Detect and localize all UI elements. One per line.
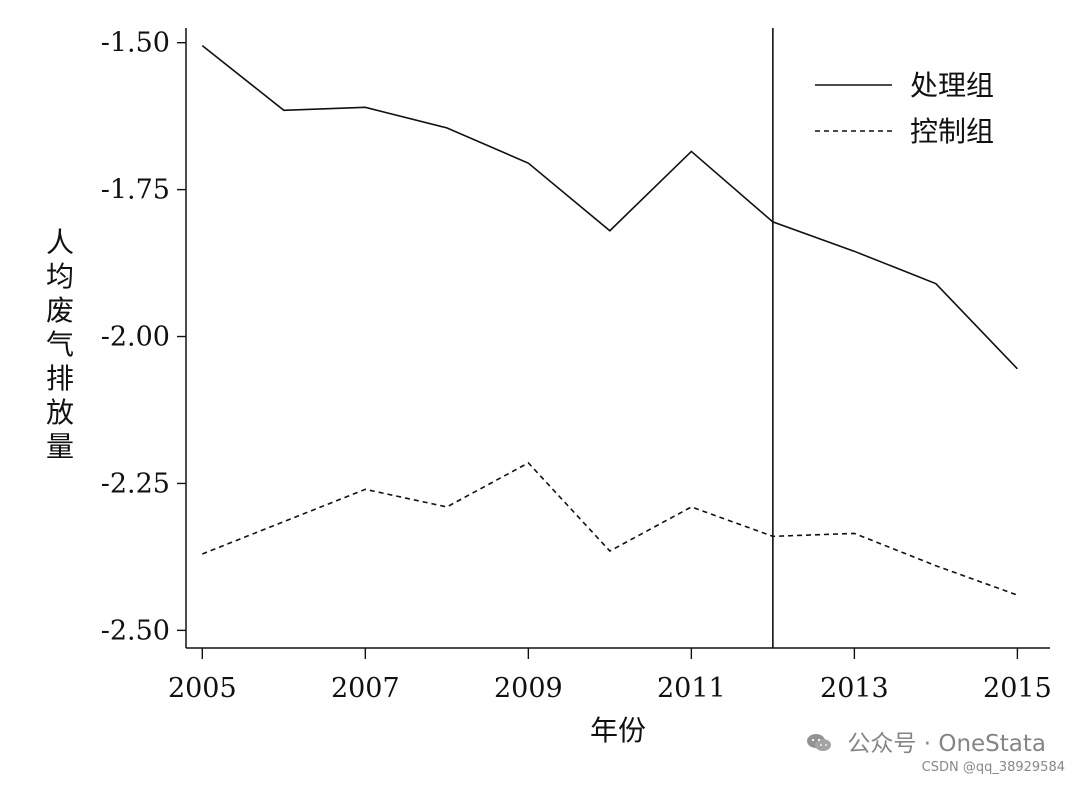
legend-treatment-label: 处理组 xyxy=(910,69,994,102)
x-tick-label: 2011 xyxy=(657,673,726,704)
source-note: CSDN @qq_38929584 xyxy=(921,760,1065,775)
y-tick-label: -2.25 xyxy=(101,468,170,499)
x-tick-label: 2005 xyxy=(168,673,237,704)
y-axis-title: 人均废气排放量 xyxy=(46,226,74,463)
y-tick-label: -1.75 xyxy=(101,175,170,206)
x-axis-title: 年份 xyxy=(590,714,646,747)
legend-control-label: 控制组 xyxy=(910,115,994,148)
wechat-watermark: 公众号 · OneStata xyxy=(806,724,1046,758)
wechat-icon xyxy=(806,733,832,753)
control-series-line xyxy=(202,461,1018,596)
x-tick-label: 2013 xyxy=(820,673,889,704)
y-tick-label: -1.50 xyxy=(101,28,170,59)
watermark-text: 公众号 · OneStata xyxy=(847,731,1046,757)
x-tick-label: 2009 xyxy=(494,673,563,704)
series-layer xyxy=(201,28,1018,648)
axes-layer: -1.50 -1.75 -2.00 -2.25 -2.50 2005 2007 2009 201… xyxy=(46,28,1052,747)
x-tick-label: 2015 xyxy=(983,673,1052,704)
y-tick-label: -2.00 xyxy=(101,322,170,353)
treatment-series-line xyxy=(201,45,1018,370)
y-tick-label: -2.50 xyxy=(101,615,170,646)
x-tick-label: 2007 xyxy=(331,673,400,704)
